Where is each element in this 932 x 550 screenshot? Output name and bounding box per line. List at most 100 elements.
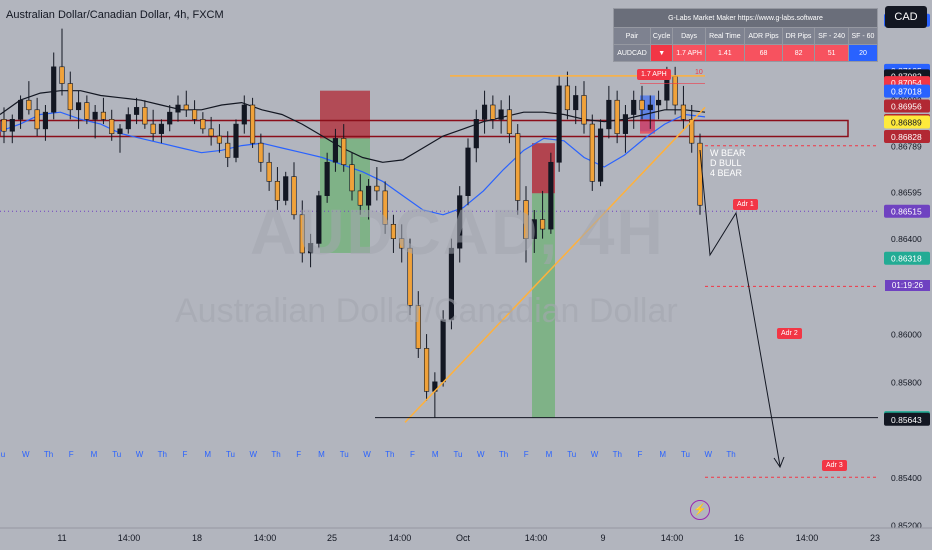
candle-body xyxy=(573,95,579,111)
time-label: 14:00 xyxy=(796,533,819,543)
price-label: 0.85800 xyxy=(891,377,922,387)
candle-body xyxy=(307,243,314,254)
day-label: Tu xyxy=(226,450,235,459)
candle-body xyxy=(258,142,264,163)
candle-body xyxy=(490,104,496,120)
candle-body xyxy=(75,102,82,111)
glabs-adr-pips: 68 xyxy=(744,44,783,62)
day-label: Th xyxy=(499,450,508,459)
candle-body xyxy=(9,119,15,132)
glabs-table: G-Labs Market Maker https://www.g-labs.s… xyxy=(613,8,879,62)
candle-body xyxy=(274,181,281,201)
price-label: 0.85200 xyxy=(891,521,922,531)
time-label: 14:00 xyxy=(389,533,412,543)
candle-body xyxy=(150,123,156,134)
time-label: Oct xyxy=(456,533,471,543)
price-label-text: 0.85400 xyxy=(891,473,922,483)
candle-body xyxy=(680,104,687,120)
price-label-text: 0.86889 xyxy=(891,117,922,127)
structure-text: W BEAR D BULL 4 BEAR xyxy=(710,148,746,178)
candle-body xyxy=(382,190,388,225)
candle-body xyxy=(200,119,206,130)
price-label: 0.85643 xyxy=(884,412,930,426)
candle-body xyxy=(324,161,330,196)
candle-body xyxy=(349,164,355,192)
candle-body xyxy=(59,66,65,84)
candle-body xyxy=(125,114,131,130)
day-label: Tu xyxy=(453,450,462,459)
glabs-sf60: 20 xyxy=(847,44,879,62)
day-label: M xyxy=(318,450,325,459)
candle-body xyxy=(283,176,289,201)
glabs-days: 1.7 APH xyxy=(672,44,706,62)
price-label: 0.86515 xyxy=(884,204,930,218)
glabs-header: Real Time xyxy=(704,27,746,45)
price-label-text: 0.86828 xyxy=(891,132,922,142)
candle-body xyxy=(299,214,305,254)
candle-body xyxy=(523,200,529,239)
day-label: F xyxy=(410,450,415,459)
price-label: 0.86000 xyxy=(891,330,922,340)
candle-body xyxy=(17,99,24,120)
price-label-bg xyxy=(884,204,930,218)
candle-body xyxy=(365,185,372,206)
day-label: F xyxy=(524,450,529,459)
day-label: F xyxy=(69,450,74,459)
price-label-bg xyxy=(884,99,930,113)
candle-body xyxy=(498,109,504,120)
symbol-title[interactable]: Australian Dollar/Canadian Dollar, 4h, F… xyxy=(6,9,224,21)
currency-button[interactable]: CAD xyxy=(885,6,927,28)
glabs-sf240: 51 xyxy=(814,44,849,62)
day-label: M xyxy=(659,450,666,459)
candle-body xyxy=(183,104,189,111)
price-label: 0.86789 xyxy=(891,141,922,151)
aph-label: 1.7 APH xyxy=(637,69,671,80)
candle-body xyxy=(167,111,173,125)
day-label: Th xyxy=(726,450,735,459)
candle-body xyxy=(42,111,49,130)
candle-body xyxy=(208,128,214,137)
candle-body xyxy=(175,104,181,113)
candle-body xyxy=(357,190,363,206)
candle-body xyxy=(556,85,562,163)
price-label-text: 0.85200 xyxy=(891,521,922,531)
candle-body xyxy=(399,238,405,249)
candle-body xyxy=(100,111,107,120)
candle-body xyxy=(191,109,198,120)
candle-body xyxy=(233,123,239,158)
bar-countdown: 01:19:26 xyxy=(885,280,930,291)
candle-body xyxy=(117,128,123,134)
price-label-text: 0.86400 xyxy=(891,234,922,244)
time-label: 14:00 xyxy=(661,533,684,543)
glabs-header: DR Pips xyxy=(781,27,816,45)
aph-small-label: 10 xyxy=(695,69,703,76)
day-label: W xyxy=(22,450,30,459)
candle-body xyxy=(548,161,554,230)
price-label-text: 0.86318 xyxy=(891,254,922,264)
price-label-bg xyxy=(884,412,930,426)
price-label: 0.86956 xyxy=(884,99,930,113)
day-label: M xyxy=(432,450,439,459)
time-label: 23 xyxy=(870,533,880,543)
candle-body xyxy=(249,104,256,144)
candle-body xyxy=(655,99,662,106)
candle-body xyxy=(291,176,297,216)
flash-icon[interactable]: ⚡ xyxy=(690,500,710,520)
glabs-header: ADR Pips xyxy=(744,27,783,45)
candle-body xyxy=(92,111,98,120)
price-label-text: 0.87018 xyxy=(891,87,922,97)
glabs-header: SF - 240 xyxy=(814,27,849,45)
time-label: 14:00 xyxy=(254,533,277,543)
price-label-bg xyxy=(884,84,930,98)
glabs-realtime: 1.41 xyxy=(704,44,746,62)
candle-body xyxy=(631,99,637,115)
day-label: M xyxy=(91,450,98,459)
candle-body xyxy=(581,95,587,125)
candle-body xyxy=(142,107,148,125)
candle-body xyxy=(689,119,695,144)
day-label: Th xyxy=(385,450,394,459)
candle-body xyxy=(158,123,165,134)
day-label: F xyxy=(638,450,643,459)
